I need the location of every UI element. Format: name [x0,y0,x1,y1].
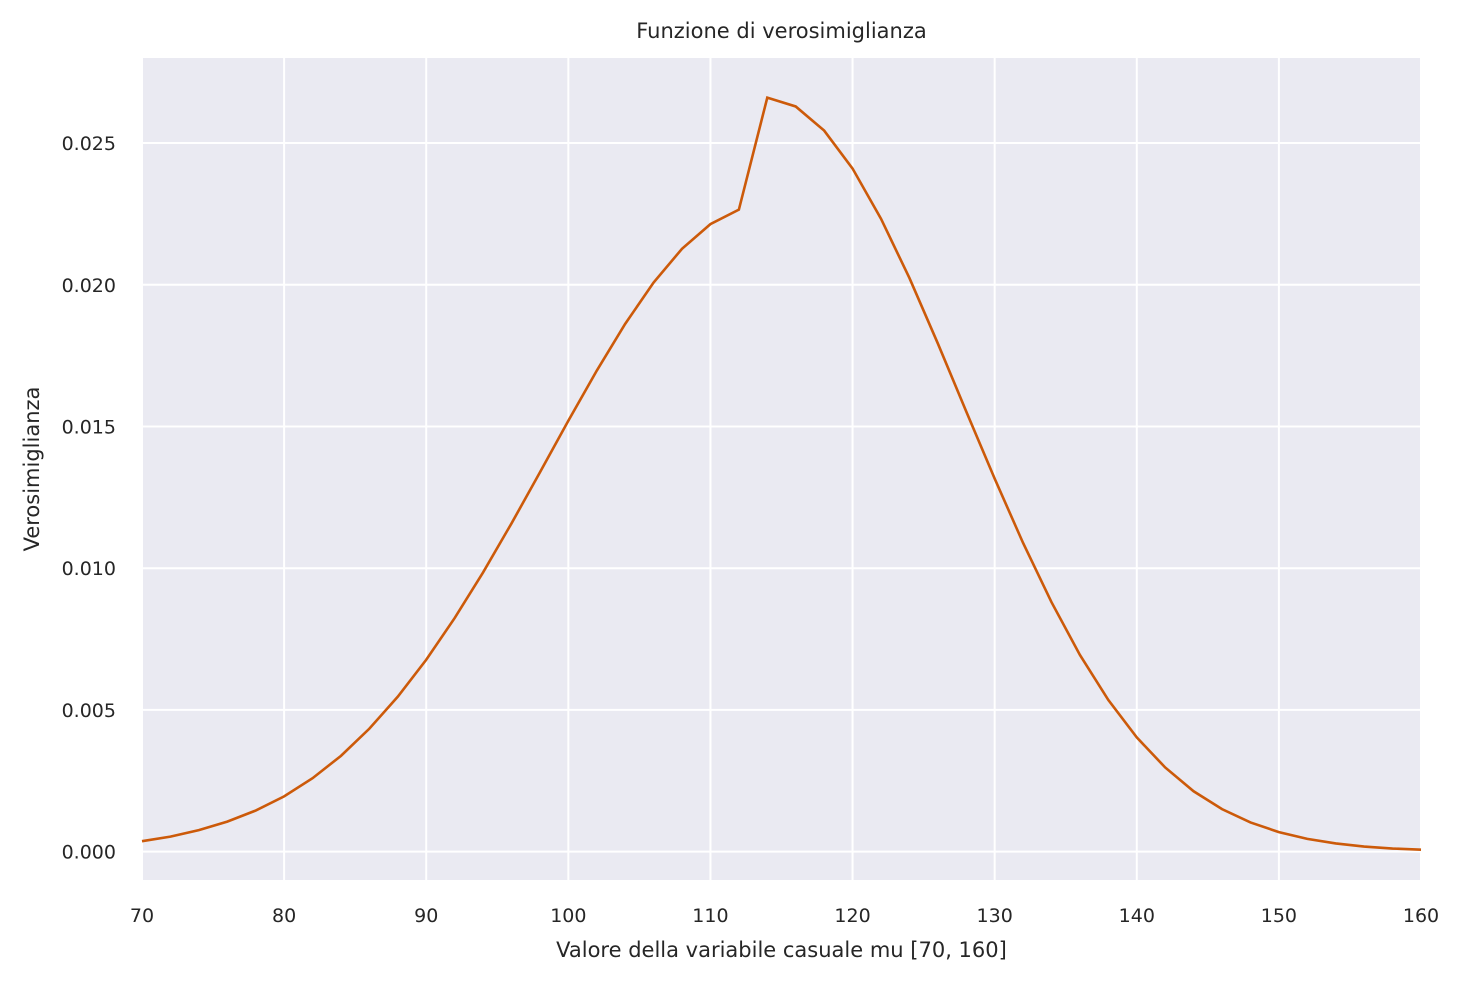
y-axis-ticks: 0.000 0.005 0.010 0.015 0.020 0.025 [62,133,116,864]
y-axis-label: Verosimiglianza [20,387,44,552]
y-tick-label: 0.015 [62,416,116,438]
likelihood-curve [141,96,1422,851]
x-tick-label: 150 [1261,905,1297,927]
y-tick-label: 0.000 [62,842,116,864]
x-tick-label: 70 [130,905,154,927]
x-tick-label: 100 [550,905,586,927]
x-tick-label: 90 [414,905,438,927]
x-tick-label: 130 [977,905,1013,927]
chart-title: Funzione di verosimiglianza [636,19,927,43]
x-tick-label: 80 [272,905,296,927]
y-tick-label: 0.020 [62,275,116,297]
x-tick-label: 160 [1403,905,1439,927]
x-axis-ticks: 70 80 90 100 110 120 130 140 150 160 [130,905,1439,927]
x-tick-label: 120 [834,905,870,927]
x-tick-label: 140 [1119,905,1155,927]
y-tick-label: 0.005 [62,700,116,722]
x-axis-label: Valore della variabile casuale mu [70, 1… [556,938,1007,962]
grid [141,58,1422,880]
x-tick-label: 110 [692,905,728,927]
y-tick-label: 0.010 [62,558,116,580]
plot-area [142,58,1421,880]
y-tick-label: 0.025 [62,133,116,155]
